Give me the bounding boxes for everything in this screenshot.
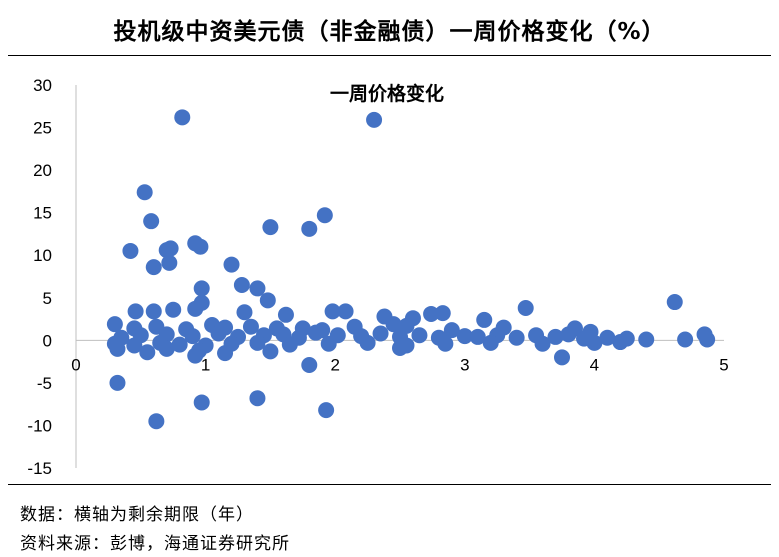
data-point [385,316,402,333]
x-tick-label: 0 [71,355,80,374]
data-point [677,331,694,348]
data-point [223,256,240,273]
y-tick-label: -5 [37,374,52,393]
x-tick-label: 3 [460,355,469,374]
data-point [174,109,191,126]
data-point [277,306,294,323]
data-point [316,207,333,224]
data-point [259,292,276,309]
data-point [423,305,440,322]
data-point [158,340,175,357]
data-point [109,374,126,391]
y-tick-label: -10 [27,416,52,435]
data-point [366,111,383,128]
footer-divider [8,484,771,485]
data-point [193,294,210,311]
data-point [171,336,188,353]
data-point [320,335,337,352]
data-point [210,325,227,342]
data-point [469,328,486,345]
x-tick-label: 4 [590,355,599,374]
y-tick-label: 5 [43,289,52,308]
data-point [139,344,156,361]
data-point [508,329,525,346]
data-point [161,254,178,271]
data-point [249,280,266,297]
data-point [599,329,616,346]
data-point [534,335,551,352]
data-point [126,337,143,354]
data-point [301,220,318,237]
data-point [324,303,341,320]
y-tick-label: 30 [33,76,52,95]
data-point [443,322,460,339]
chart-title: 一周价格变化 [330,82,444,105]
y-tick-label: -15 [27,459,52,478]
data-point [318,402,335,419]
data-point [165,301,182,318]
y-tick-label: 10 [33,246,52,265]
data-point [699,331,716,348]
data-point [359,334,376,351]
x-tick-label: 1 [201,355,210,374]
data-point [307,324,324,341]
data-point [586,334,603,351]
source-note: 资料来源：彭博，海通证券研究所 [20,534,290,554]
data-point [554,349,570,366]
data-point [122,242,139,259]
data-point [143,213,160,230]
data-point [456,328,473,345]
data-point [145,303,162,320]
data-point [193,280,210,297]
data-point [106,316,123,333]
data-point [148,413,165,430]
x-tick-label: 2 [330,355,339,374]
data-point [249,334,266,351]
data-point [337,303,354,320]
data-point [192,238,209,255]
data-point [437,335,454,352]
y-tick-label: 20 [33,161,52,180]
data-point [547,328,564,345]
data-point [281,336,298,353]
x-tick-labels: 0 1 2 3 4 5 [71,355,728,374]
data-point [236,304,253,321]
y-tick-labels: 30 25 20 15 10 5 0 -5 -10 -15 [27,76,52,478]
data-point [482,334,499,351]
data-point [560,326,577,343]
data-points [106,109,716,430]
data-point [233,277,250,294]
data-point [638,331,655,348]
data-point [666,294,683,311]
y-tick-label: 0 [43,331,52,350]
data-point [217,345,234,362]
data-point [262,343,279,360]
data-point [162,240,179,257]
axis-note: 数据：横轴为剩余期限（年） [20,505,254,525]
data-point [249,390,266,407]
data-point [517,299,534,316]
data-point [109,340,126,357]
data-point [193,394,210,411]
data-point [242,318,259,335]
y-tick-label: 25 [33,119,52,138]
title-divider [8,55,771,56]
data-point [372,325,389,342]
data-point [434,305,451,322]
data-point [301,357,318,374]
x-tick-label: 5 [719,355,728,374]
page-title: 投机级中资美元债（非金融债）一周价格变化（%） [113,19,666,45]
data-point [145,259,162,276]
data-point [187,347,204,364]
data-point [411,327,428,344]
y-tick-label: 15 [33,204,52,223]
data-point [392,339,408,356]
data-point [136,184,153,201]
data-point [184,328,201,345]
data-point [127,303,144,320]
data-point [612,334,629,351]
data-point [262,219,279,236]
data-point [476,311,493,328]
